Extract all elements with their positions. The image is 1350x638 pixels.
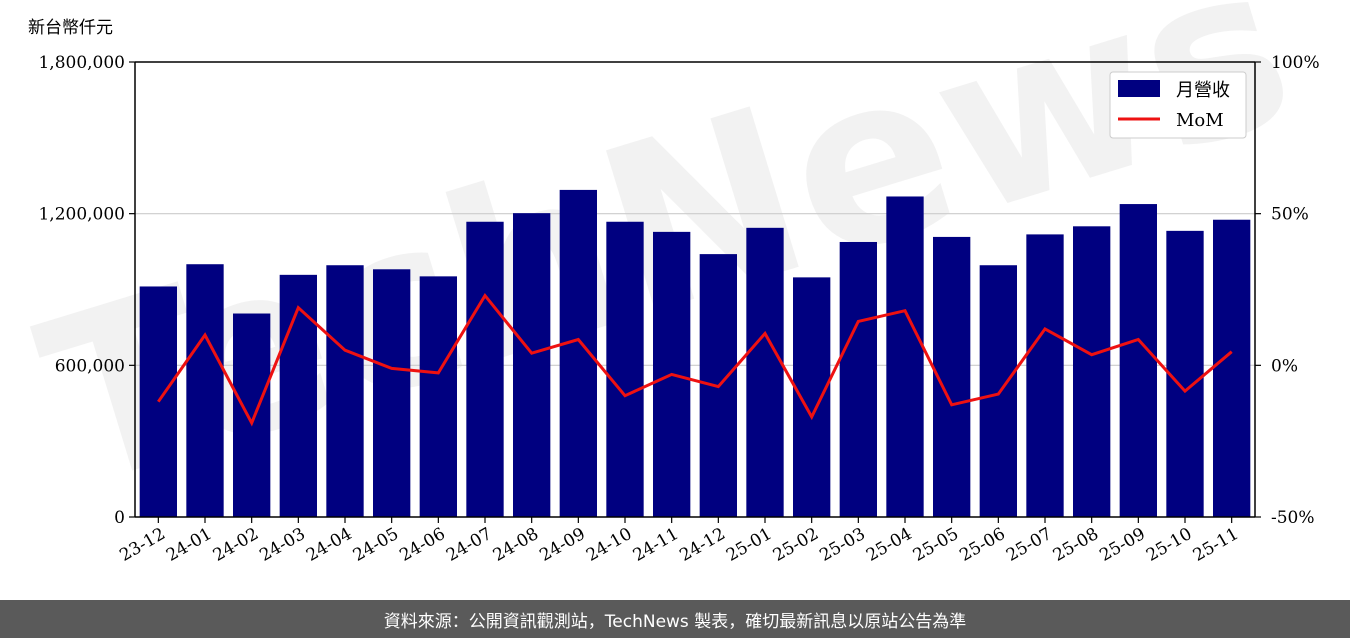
revenue-bar bbox=[606, 221, 644, 517]
revenue-chart: TechNews 23-1224-0124-0224-0324-0424-052… bbox=[16, 0, 1320, 566]
y-left-tick-labels: 0 600,000 1,200,000 1,800,000 bbox=[38, 53, 135, 528]
revenue-bar bbox=[746, 227, 784, 518]
x-tick-label: 25-06 bbox=[956, 524, 1008, 566]
source-footer: 資料來源：公開資訊觀測站，TechNews 製表，確切最新訊息以原站公告為準 bbox=[0, 600, 1350, 638]
x-tick-label: 25-10 bbox=[1143, 524, 1195, 566]
x-tick-label: 24-12 bbox=[676, 524, 728, 566]
y-right-tick-labels: -50% 0% 50% 100% bbox=[1255, 53, 1320, 528]
x-tick-label: 24-11 bbox=[630, 524, 682, 566]
revenue-bar bbox=[419, 276, 457, 517]
revenue-bar bbox=[839, 241, 877, 517]
x-tick-label: 24-07 bbox=[443, 524, 495, 566]
y-unit-label: 新台幣仟元 bbox=[28, 18, 113, 38]
grid-lines bbox=[135, 213, 1255, 366]
legend-label-mom: MoM bbox=[1176, 110, 1224, 131]
revenue-bar bbox=[233, 313, 271, 517]
y-right-tick-label: 0% bbox=[1271, 356, 1298, 376]
revenue-bar bbox=[1166, 230, 1204, 517]
x-tick-label: 24-05 bbox=[350, 524, 402, 566]
revenue-bar bbox=[513, 213, 551, 517]
legend-label-revenue: 月營收 bbox=[1176, 80, 1230, 101]
x-tick-label: 25-04 bbox=[863, 524, 915, 566]
x-tick-labels: 23-1224-0124-0224-0324-0424-0524-0624-07… bbox=[116, 517, 1242, 566]
x-tick-label: 25-11 bbox=[1190, 524, 1242, 566]
x-tick-label: 24-06 bbox=[396, 524, 448, 566]
revenue-bar bbox=[1073, 226, 1111, 518]
axes bbox=[134, 61, 1256, 518]
x-tick-label: 25-08 bbox=[1050, 524, 1102, 566]
x-tick-label: 24-09 bbox=[536, 524, 588, 566]
revenue-bar bbox=[186, 264, 224, 517]
revenue-bar bbox=[1026, 234, 1064, 517]
x-tick-label: 24-03 bbox=[256, 524, 308, 566]
x-tick-label: 25-05 bbox=[910, 524, 962, 566]
x-tick-label: 25-07 bbox=[1003, 524, 1055, 566]
x-tick-label: 24-08 bbox=[490, 524, 542, 566]
x-tick-label: 25-01 bbox=[723, 524, 775, 566]
revenue-bar bbox=[279, 274, 317, 517]
y-left-tick-label: 0 bbox=[114, 508, 125, 528]
revenue-bar bbox=[326, 265, 364, 517]
revenue-bar bbox=[793, 277, 831, 517]
y-right-tick-label: 50% bbox=[1271, 205, 1309, 225]
source-footer-text: 資料來源：公開資訊觀測站，TechNews 製表，確切最新訊息以原站公告為準 bbox=[383, 611, 967, 632]
revenue-bar bbox=[139, 286, 177, 517]
revenue-bar bbox=[1119, 204, 1157, 518]
revenue-bar bbox=[1213, 219, 1251, 517]
x-tick-label: 25-03 bbox=[816, 524, 868, 566]
revenue-bar bbox=[373, 269, 411, 517]
y-left-tick-label: 1,200,000 bbox=[38, 205, 125, 225]
mom-line-group bbox=[157, 292, 1233, 427]
x-tick-label: 24-02 bbox=[210, 524, 262, 566]
y-right-tick-label: -50% bbox=[1271, 508, 1315, 528]
revenue-bars bbox=[139, 189, 1251, 518]
x-tick-label: 24-10 bbox=[583, 524, 635, 566]
y-left-tick-label: 600,000 bbox=[55, 356, 125, 376]
y-right-tick-label: 100% bbox=[1271, 53, 1320, 73]
revenue-bar bbox=[466, 221, 504, 517]
legend-bar-swatch bbox=[1118, 80, 1160, 97]
y-left-tick-label: 1,800,000 bbox=[38, 53, 125, 73]
legend: 月營收 MoM bbox=[1109, 71, 1247, 139]
mom-line bbox=[157, 292, 1233, 427]
x-tick-label: 24-04 bbox=[303, 524, 355, 566]
revenue-bar bbox=[886, 196, 924, 517]
x-tick-label: 25-02 bbox=[770, 524, 822, 566]
revenue-bar bbox=[979, 265, 1017, 517]
x-tick-label: 25-09 bbox=[1096, 524, 1148, 566]
x-tick-label: 24-01 bbox=[163, 524, 215, 566]
